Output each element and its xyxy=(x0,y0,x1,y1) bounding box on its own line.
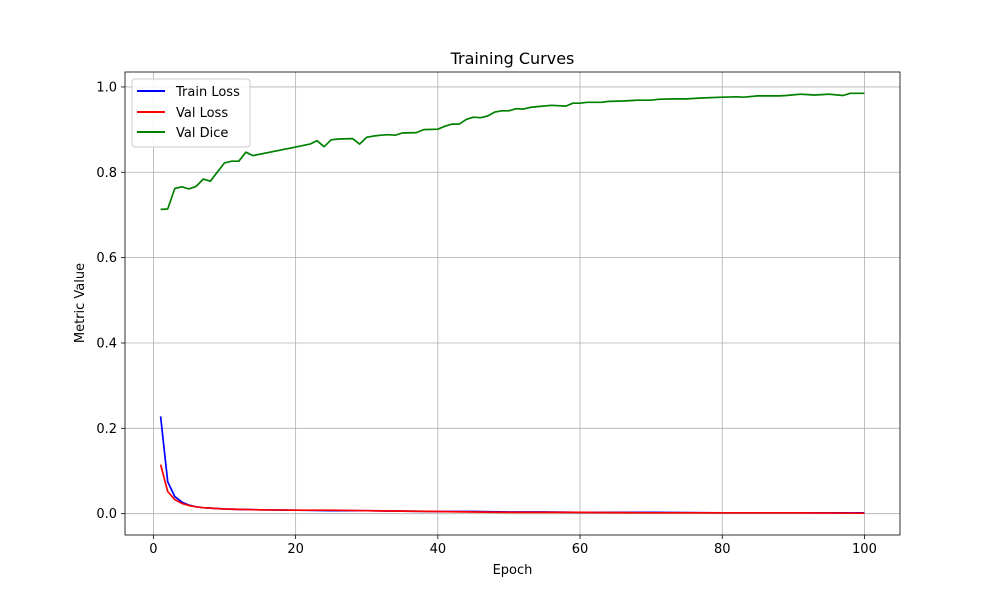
axis-ticks: 0 20 40 60 80 100 0.0 0.2 0.4 0.6 0.8 1.0 xyxy=(96,80,877,557)
y-axis-label: Metric Value xyxy=(73,263,88,343)
grid-lines xyxy=(125,72,900,535)
x-tick-label: 60 xyxy=(572,542,589,557)
y-tick-label: 0.2 xyxy=(96,422,117,437)
x-tick-label: 40 xyxy=(430,542,447,557)
x-tick-label: 100 xyxy=(852,542,877,557)
legend-label-val-dice: Val Dice xyxy=(176,126,228,141)
chart-title: Training Curves xyxy=(450,49,575,68)
y-tick-label: 0.8 xyxy=(96,166,117,181)
x-tick-label: 0 xyxy=(149,542,157,557)
legend-label-val-loss: Val Loss xyxy=(176,106,228,121)
x-tick-label: 20 xyxy=(287,542,304,557)
legend: Train Loss Val Loss Val Dice xyxy=(131,78,251,148)
x-tick-label: 80 xyxy=(714,542,731,557)
y-tick-label: 0.6 xyxy=(96,251,117,266)
series-lines xyxy=(159,92,865,515)
plot-area-frame xyxy=(124,71,901,536)
y-tick-label: 1.0 xyxy=(96,80,117,95)
y-tick-label: 0.0 xyxy=(96,507,117,522)
legend-label-train-loss: Train Loss xyxy=(175,85,240,100)
series-line-val-loss xyxy=(159,464,865,515)
legend-frame xyxy=(131,78,251,148)
x-axis-label: Epoch xyxy=(493,563,533,578)
series-line-val-dice xyxy=(160,92,865,211)
y-tick-label: 0.4 xyxy=(96,336,117,351)
